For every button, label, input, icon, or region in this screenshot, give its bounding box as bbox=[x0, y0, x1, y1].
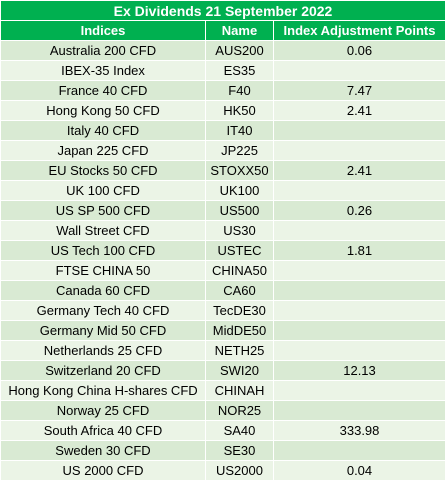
table-row: EU Stocks 50 CFD STOXX50 2.41 bbox=[0, 160, 445, 181]
cell-index: Switzerland 20 CFD bbox=[0, 360, 206, 381]
table-body: Australia 200 CFD AUS200 0.06 IBEX-35 Index… bbox=[0, 40, 445, 481]
cell-name: STOXX50 bbox=[205, 160, 274, 181]
cell-points: 2.41 bbox=[272, 160, 445, 181]
column-header-name: Name bbox=[205, 20, 274, 41]
cell-points bbox=[272, 380, 445, 401]
cell-name: CHINA50 bbox=[205, 260, 274, 281]
cell-name: SA40 bbox=[205, 420, 274, 441]
cell-index: Wall Street CFD bbox=[0, 220, 206, 241]
cell-index: Germany Tech 40 CFD bbox=[0, 300, 206, 321]
cell-name: SWI20 bbox=[205, 360, 274, 381]
cell-index: US SP 500 CFD bbox=[0, 200, 206, 221]
cell-points: 12.13 bbox=[272, 360, 445, 381]
cell-points bbox=[272, 400, 445, 421]
cell-index: Hong Kong China H-shares CFD bbox=[0, 380, 206, 401]
cell-points bbox=[272, 260, 445, 281]
cell-name: ES35 bbox=[205, 60, 274, 81]
table-row: Switzerland 20 CFD SWI20 12.13 bbox=[0, 360, 445, 381]
cell-name: F40 bbox=[205, 80, 274, 101]
cell-points bbox=[272, 220, 445, 241]
cell-index: Italy 40 CFD bbox=[0, 120, 206, 141]
table-row: Japan 225 CFD JP225 bbox=[0, 140, 445, 161]
table-row: South Africa 40 CFD SA40 333.98 bbox=[0, 420, 445, 441]
cell-name: HK50 bbox=[205, 100, 274, 121]
cell-index: South Africa 40 CFD bbox=[0, 420, 206, 441]
cell-name: US2000 bbox=[205, 460, 274, 481]
cell-index: Australia 200 CFD bbox=[0, 40, 206, 61]
table-row: Germany Tech 40 CFD TecDE30 bbox=[0, 300, 445, 321]
column-header-points: Index Adjustment Points bbox=[272, 20, 445, 41]
cell-points: 333.98 bbox=[272, 420, 445, 441]
table-row: Germany Mid 50 CFD MidDE50 bbox=[0, 320, 445, 341]
table-title: Ex Dividends 21 September 2022 bbox=[0, 0, 445, 21]
cell-points: 0.06 bbox=[272, 40, 445, 61]
cell-index: Canada 60 CFD bbox=[0, 280, 206, 301]
cell-points bbox=[272, 280, 445, 301]
cell-name: TecDE30 bbox=[205, 300, 274, 321]
table-row: US Tech 100 CFD USTEC 1.81 bbox=[0, 240, 445, 261]
cell-index: Sweden 30 CFD bbox=[0, 440, 206, 461]
cell-name: SE30 bbox=[205, 440, 274, 461]
table-row: IBEX-35 Index ES35 bbox=[0, 60, 445, 81]
cell-points bbox=[272, 140, 445, 161]
cell-name: MidDE50 bbox=[205, 320, 274, 341]
cell-index: Netherlands 25 CFD bbox=[0, 340, 206, 361]
cell-points: 0.26 bbox=[272, 200, 445, 221]
table-row: FTSE CHINA 50 CHINA50 bbox=[0, 260, 445, 281]
cell-points bbox=[272, 320, 445, 341]
table-header-row: Indices Name Index Adjustment Points bbox=[0, 20, 445, 41]
cell-index: Hong Kong 50 CFD bbox=[0, 100, 206, 121]
cell-points bbox=[272, 60, 445, 81]
cell-name: US500 bbox=[205, 200, 274, 221]
cell-name: CHINAH bbox=[205, 380, 274, 401]
table-row: US 2000 CFD US2000 0.04 bbox=[0, 460, 445, 481]
cell-points bbox=[272, 120, 445, 141]
column-header-indices: Indices bbox=[0, 20, 206, 41]
cell-name: NETH25 bbox=[205, 340, 274, 361]
cell-index: France 40 CFD bbox=[0, 80, 206, 101]
table-row: US SP 500 CFD US500 0.26 bbox=[0, 200, 445, 221]
cell-points bbox=[272, 300, 445, 321]
cell-index: IBEX-35 Index bbox=[0, 60, 206, 81]
cell-points: 0.04 bbox=[272, 460, 445, 481]
table-row: Italy 40 CFD IT40 bbox=[0, 120, 445, 141]
table-row: Norway 25 CFD NOR25 bbox=[0, 400, 445, 421]
cell-name: UK100 bbox=[205, 180, 274, 201]
table-row: Sweden 30 CFD SE30 bbox=[0, 440, 445, 461]
cell-points bbox=[272, 180, 445, 201]
cell-index: Norway 25 CFD bbox=[0, 400, 206, 421]
table-row: Hong Kong China H-shares CFD CHINAH bbox=[0, 380, 445, 401]
cell-index: US 2000 CFD bbox=[0, 460, 206, 481]
table-row: France 40 CFD F40 7.47 bbox=[0, 80, 445, 101]
cell-index: Germany Mid 50 CFD bbox=[0, 320, 206, 341]
table-row: Canada 60 CFD CA60 bbox=[0, 280, 445, 301]
cell-name: USTEC bbox=[205, 240, 274, 261]
cell-name: US30 bbox=[205, 220, 274, 241]
cell-index: Japan 225 CFD bbox=[0, 140, 206, 161]
cell-name: CA60 bbox=[205, 280, 274, 301]
cell-index: EU Stocks 50 CFD bbox=[0, 160, 206, 181]
cell-index: US Tech 100 CFD bbox=[0, 240, 206, 261]
cell-name: IT40 bbox=[205, 120, 274, 141]
cell-points bbox=[272, 340, 445, 361]
cell-points: 1.81 bbox=[272, 240, 445, 261]
cell-points: 7.47 bbox=[272, 80, 445, 101]
table-row: Australia 200 CFD AUS200 0.06 bbox=[0, 40, 445, 61]
cell-index: UK 100 CFD bbox=[0, 180, 206, 201]
cell-points: 2.41 bbox=[272, 100, 445, 121]
cell-name: NOR25 bbox=[205, 400, 274, 421]
cell-index: FTSE CHINA 50 bbox=[0, 260, 206, 281]
table-row: Wall Street CFD US30 bbox=[0, 220, 445, 241]
table-row: UK 100 CFD UK100 bbox=[0, 180, 445, 201]
cell-name: AUS200 bbox=[205, 40, 274, 61]
table-title-row: Ex Dividends 21 September 2022 bbox=[0, 0, 445, 21]
cell-name: JP225 bbox=[205, 140, 274, 161]
table-row: Netherlands 25 CFD NETH25 bbox=[0, 340, 445, 361]
table-row: Hong Kong 50 CFD HK50 2.41 bbox=[0, 100, 445, 121]
cell-points bbox=[272, 440, 445, 461]
